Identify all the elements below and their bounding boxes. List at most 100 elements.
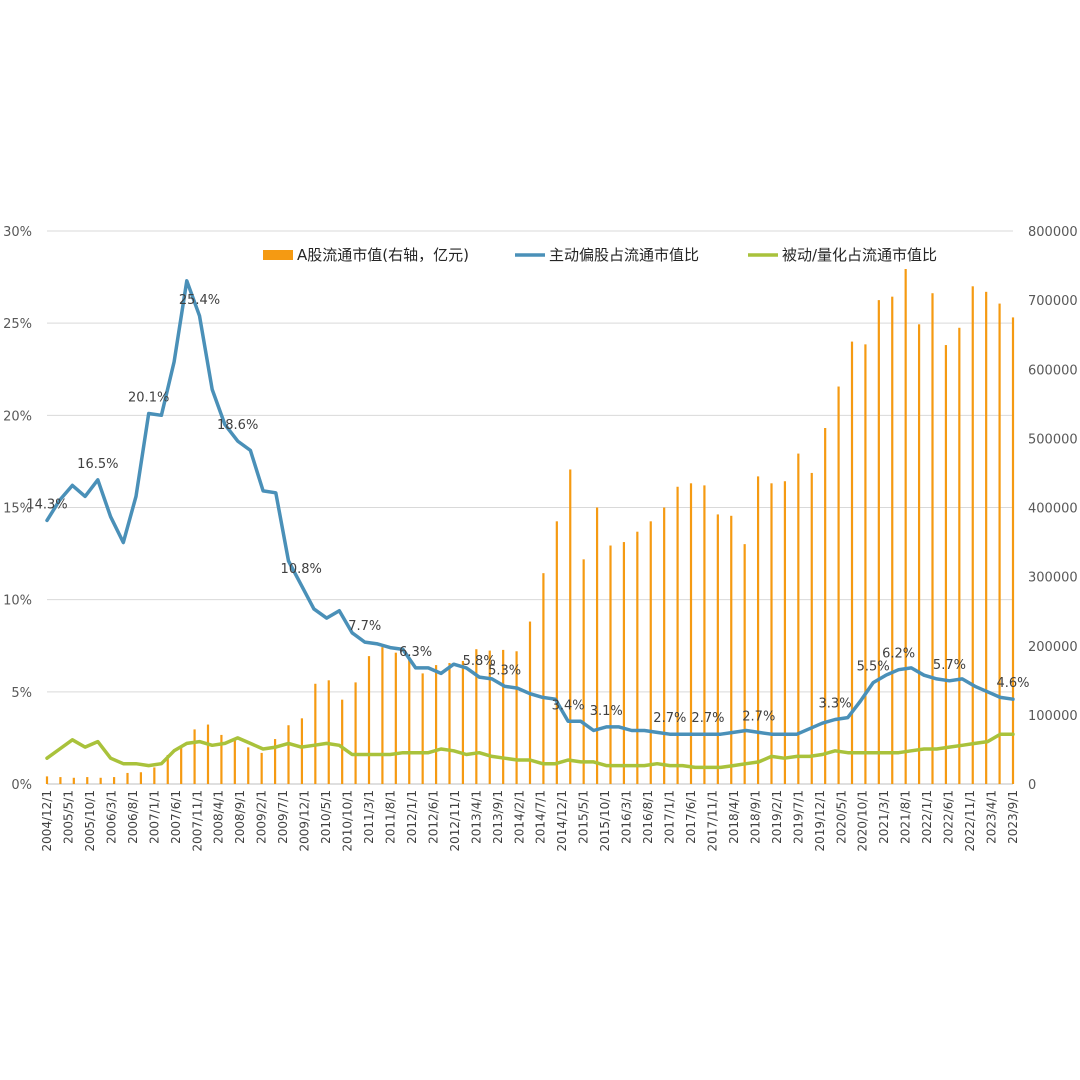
bar [260,752,263,784]
data-label: 3.1% [590,704,623,719]
data-label: 5.8% [463,654,496,669]
bar [153,767,156,784]
bar [917,324,921,784]
data-label: 5.5% [857,660,890,675]
bar [448,663,451,784]
x-tick-label: 2007/1/1 [147,790,161,844]
right-tick-label: 300000 [1028,571,1078,586]
bar [1011,317,1015,784]
data-label: 3.3% [819,696,852,711]
data-label: 25.4% [179,293,220,308]
bar [394,652,397,784]
x-tick-label: 2005/5/1 [61,790,75,844]
x-tick-label: 2008/4/1 [212,790,226,844]
x-tick-label: 2019/2/1 [770,790,784,844]
right-tick-label: 700000 [1028,294,1078,309]
bar [502,649,505,784]
bar [595,507,599,784]
x-tick-label: 2013/4/1 [469,790,483,844]
legend: A股流通市值(右轴，亿元) 主动偏股占流通市值比 被动/量化占流通市值比 [263,246,937,264]
bar [408,659,411,784]
data-label: 5.7% [933,658,966,673]
bar [542,573,545,784]
x-tick-label: 2010/5/1 [319,790,333,844]
x-tick-label: 2019/12/1 [813,790,827,852]
x-tick-label: 2014/12/1 [555,790,569,852]
x-axis-ticks: 2004/12/1 2005/5/1 2005/10/1 2006/3/1 2006/8… [40,790,1020,852]
grid-lines [47,230,1013,785]
x-tick-label: 2017/1/1 [663,790,677,844]
data-label: 2.7% [653,711,686,726]
bar [166,754,169,784]
bar [45,776,49,784]
legend-label: 主动偏股占流通市值比 [549,246,699,264]
bar [716,514,719,784]
bar [434,665,438,784]
bar [797,453,800,784]
x-tick-label: 2018/4/1 [727,790,741,844]
left-tick-label: 30% [3,225,32,240]
active-ratio-line [45,279,1015,736]
bar [488,650,491,784]
x-tick-label: 2011/8/1 [383,790,397,844]
bar [931,293,934,784]
bar [649,521,652,784]
data-label: 5.3% [488,663,521,678]
x-tick-label: 2012/11/1 [448,790,462,852]
left-tick-label: 15% [3,502,32,517]
bar [663,507,666,784]
bar [112,777,116,784]
left-tick-label: 0% [11,778,32,793]
line-series [45,279,1015,770]
data-label: 3.4% [552,698,585,713]
left-tick-label: 20% [3,409,32,424]
data-label: 6.2% [882,647,915,662]
bar [824,428,827,784]
x-tick-label: 2015/5/1 [577,790,591,844]
x-tick-label: 2016/3/1 [620,790,634,844]
bar [475,649,478,784]
x-tick-label: 2023/9/1 [1006,790,1020,844]
bar [998,303,1001,784]
right-tick-label: 600000 [1028,363,1078,378]
x-tick-label: 2021/8/1 [899,790,913,844]
bar [958,327,961,784]
bar [891,296,894,784]
bar [59,777,62,784]
legend-label: A股流通市值(右轴，亿元) [297,246,469,264]
data-label: 16.5% [77,457,118,472]
x-tick-label: 2023/4/1 [985,790,999,844]
x-tick-label: 2020/5/1 [834,790,848,844]
bar [273,739,277,784]
right-tick-label: 500000 [1028,432,1078,447]
bar [233,740,236,784]
x-tick-label: 2009/2/1 [255,790,269,844]
right-tick-label: 0 [1028,778,1036,793]
legend-label: 被动/量化占流通市值比 [782,246,937,264]
x-tick-label: 2006/3/1 [104,790,118,844]
left-tick-label: 25% [3,317,32,332]
bar [300,718,304,784]
left-axis-ticks: 0% 5% 10% 15% 20% 25% 30% [3,225,32,793]
x-tick-label: 2005/10/1 [83,790,97,852]
bar [609,545,612,784]
x-tick-label: 2013/9/1 [491,790,505,844]
x-tick-label: 2017/11/1 [705,790,719,852]
data-labels: 14.3% 16.5% 20.1% 25.4% 18.6% 10.8% 7.7% 6.3% 5.… [26,293,1029,726]
data-label: 2.7% [742,709,775,724]
bar [703,485,706,784]
data-label: 7.7% [348,619,381,634]
right-tick-label: 200000 [1028,640,1078,655]
x-tick-label: 2022/1/1 [920,790,934,844]
x-tick-label: 2006/8/1 [126,790,140,844]
bar [770,483,773,784]
bar [421,673,424,784]
data-label: 10.8% [281,562,322,577]
bar [99,777,102,784]
bar [944,345,948,784]
bar [877,300,880,784]
bar [569,469,572,784]
bar [837,386,840,784]
x-tick-label: 2022/6/1 [942,790,956,844]
bar [381,647,384,784]
